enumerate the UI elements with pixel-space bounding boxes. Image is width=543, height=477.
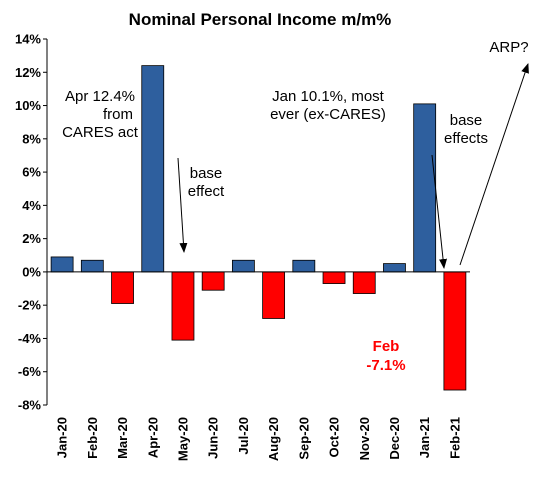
bar-nov-20 bbox=[352, 271, 376, 294]
y-tick-label: -2% bbox=[18, 298, 42, 313]
x-tick-label: Sep-20 bbox=[296, 417, 311, 460]
annotation-base-effect-line-2: effect bbox=[188, 183, 225, 200]
bar-mar-20 bbox=[111, 271, 134, 304]
y-tick-label: 6% bbox=[22, 165, 41, 180]
chart-title: Nominal Personal Income m/m% bbox=[129, 10, 392, 29]
x-tick-label: Oct-20 bbox=[327, 417, 342, 457]
x-tick-label: Jan-20 bbox=[55, 417, 70, 458]
annotation-base-effects-line-1: base bbox=[450, 112, 483, 129]
y-tick-label: -4% bbox=[18, 331, 42, 346]
bar-sep-20 bbox=[292, 259, 316, 273]
y-tick-label: -8% bbox=[18, 398, 42, 413]
annotation-base-effects-line-2: effects bbox=[444, 130, 488, 147]
bar-feb-20 bbox=[80, 259, 104, 273]
x-tick-label: Jul-20 bbox=[236, 417, 251, 455]
y-tick-label: 0% bbox=[22, 264, 41, 279]
x-tick-label: May-20 bbox=[175, 417, 190, 461]
bar-jan-20 bbox=[50, 256, 74, 273]
bars bbox=[50, 65, 467, 391]
y-tick-label: -6% bbox=[18, 364, 42, 379]
bar-jun-20 bbox=[201, 271, 225, 291]
bar-dec-20 bbox=[383, 263, 406, 273]
x-tick-label: Jun-20 bbox=[206, 417, 221, 459]
x-tick-label: Mar-20 bbox=[115, 417, 130, 459]
x-tick-label: Apr-20 bbox=[145, 417, 160, 458]
y-tick-label: 12% bbox=[15, 65, 41, 80]
bar-jan-21 bbox=[413, 103, 437, 273]
bar-may-20 bbox=[171, 271, 195, 341]
base-effects-arrow bbox=[431, 154, 448, 269]
annotation-base-effect-line-1: base bbox=[190, 165, 223, 182]
bar-oct-20 bbox=[322, 271, 346, 284]
bar-feb-21 bbox=[443, 271, 467, 391]
annotation-jan-line-2: ever (ex-CARES) bbox=[270, 106, 386, 123]
y-axis: -8% -6% -4% -2% 0% 2% 4% 6% 8% 10% 12% 14% bbox=[15, 32, 48, 413]
base-effect-arrow bbox=[177, 157, 188, 253]
y-tick-label: 10% bbox=[15, 98, 41, 113]
y-tick-label: 4% bbox=[22, 198, 41, 213]
x-tick-label: Aug-20 bbox=[266, 417, 281, 461]
y-tick-label: 14% bbox=[15, 32, 41, 47]
annotation-feb-line-2: -7.1% bbox=[366, 357, 405, 374]
y-tick-label: 2% bbox=[22, 231, 41, 246]
bar-apr-20 bbox=[141, 65, 165, 273]
bar-aug-20 bbox=[262, 271, 286, 319]
x-tick-label: Feb-20 bbox=[85, 417, 100, 459]
annotation-feb-line-1: Feb bbox=[373, 338, 400, 355]
y-tick-label: 8% bbox=[22, 131, 41, 146]
annotation-jan-line-1: Jan 10.1%, most bbox=[272, 88, 385, 105]
arp-arrow bbox=[459, 63, 529, 266]
x-tick-label: Jan-21 bbox=[417, 417, 432, 458]
x-tick-label: Nov-20 bbox=[357, 417, 372, 460]
annotation-apr-line-1: Apr 12.4% bbox=[65, 88, 135, 105]
x-tick-label: Dec-20 bbox=[387, 417, 402, 460]
x-tick-label: Feb-21 bbox=[447, 417, 462, 459]
annotation-apr-line-3: CARES act bbox=[62, 124, 139, 141]
annotation-apr-line-2: from bbox=[103, 106, 133, 123]
bar-jul-20 bbox=[231, 259, 255, 273]
annotation-arp: ARP? bbox=[489, 39, 528, 56]
x-axis: Jan-20 Feb-20 Mar-20 Apr-20 May-20 Jun-20 Jul-… bbox=[47, 271, 470, 461]
